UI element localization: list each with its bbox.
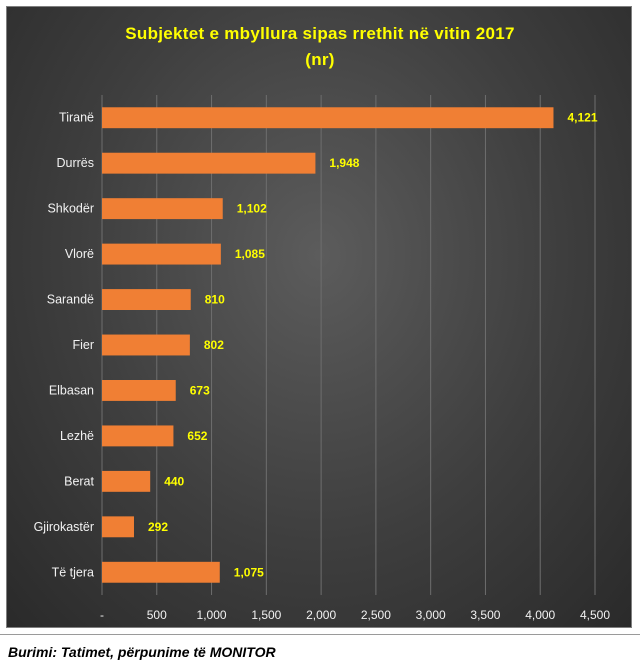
source-note: Burimi: Tatimet, përpunime të MONITOR [8,644,276,660]
bar [102,516,134,538]
category-label: Të tjera [52,565,94,579]
data-label: 1,075 [234,565,264,579]
x-tick-label: 4,000 [525,608,555,622]
category-label: Gjirokastër [34,520,94,534]
data-label: 1,085 [235,247,265,261]
data-label: 4,121 [567,111,597,125]
data-label: 1,102 [237,202,267,216]
data-label: 673 [190,383,210,397]
chart-title-main: Subjektet e mbyllura sipas rrethit në vi… [125,24,515,43]
x-tick-label: 3,000 [416,608,446,622]
data-label: 1,948 [329,156,359,170]
x-tick-label: 500 [147,608,167,622]
data-label: 802 [204,338,224,352]
bar [102,561,220,583]
category-label: Berat [64,474,94,488]
bar [102,198,223,220]
x-tick-label: 1,500 [251,608,281,622]
source-footer: Burimi: Tatimet, përpunime të MONITOR [0,634,640,670]
bar [102,470,151,492]
chart-title: Subjektet e mbyllura sipas rrethit në vi… [7,21,633,73]
x-tick-label: - [100,608,104,622]
category-label: Durrës [56,156,94,170]
category-label: Elbasan [49,383,94,397]
bar [102,107,554,129]
chart-subtitle: (nr) [305,50,335,69]
data-label: 810 [205,293,225,307]
chart-frame: Subjektet e mbyllura sipas rrethit në vi… [6,6,632,628]
bar [102,289,191,310]
data-label: 652 [187,429,207,443]
bar [102,380,176,401]
bar-chart: - 500 1,000 1,500 2,000 2,500 3,000 3,500 4,000 4… [34,95,610,622]
x-tick-label: 2,500 [361,608,391,622]
bar [102,334,190,356]
category-label: Vlorë [65,247,94,261]
x-tick-label: 4,500 [580,608,610,622]
category-label: Shkodër [47,202,94,216]
x-tick-label: 3,500 [470,608,500,622]
data-label: 440 [164,474,184,488]
bar [102,243,221,265]
data-label: 292 [148,520,168,534]
category-label: Tiranë [59,111,94,125]
category-label: Fier [72,338,94,352]
category-label: Lezhë [60,429,94,443]
bar [102,152,316,174]
x-tick-label: 1,000 [197,608,227,622]
bar [102,425,174,447]
x-tick-label: 2,000 [306,608,336,622]
category-label: Sarandë [47,293,94,307]
